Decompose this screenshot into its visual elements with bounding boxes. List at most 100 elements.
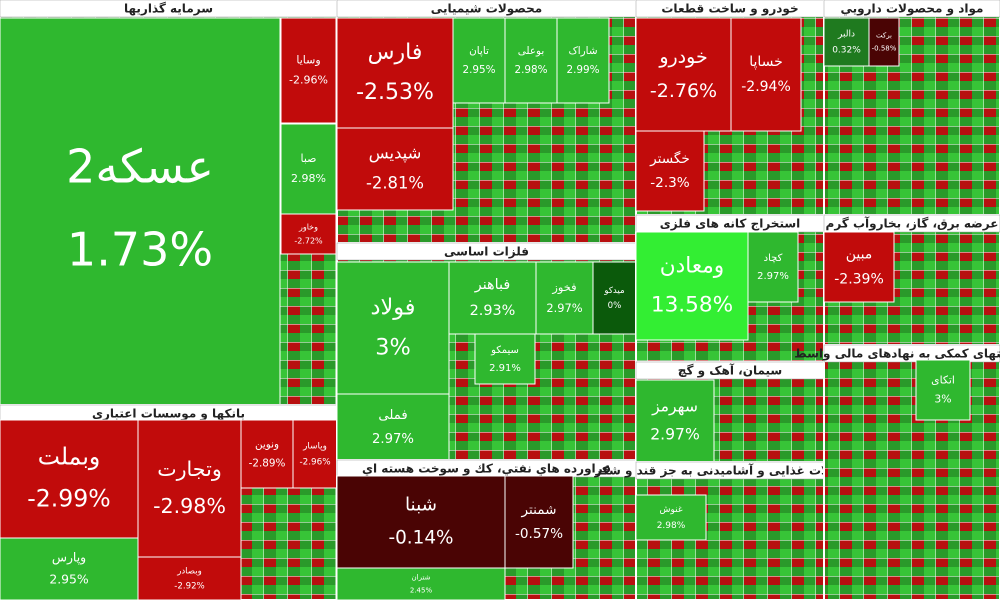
- tile-value-label: 1.73%: [67, 222, 213, 276]
- tile-name: شبنا: [405, 494, 437, 515]
- tile-name: وپارس: [52, 549, 86, 565]
- tile-name: فباهنر: [474, 277, 510, 293]
- tile-value-label: -2.94%: [741, 79, 791, 95]
- tile-name: اتکای: [931, 373, 955, 386]
- tile-name: شپدیس: [369, 144, 422, 164]
- tile: [747, 231, 799, 303]
- tile-name: وبصادر: [176, 566, 202, 576]
- tile: [823, 231, 895, 303]
- tile-name: بركت: [876, 32, 892, 40]
- tile-value-label: 13.58%: [651, 292, 733, 317]
- tile-value-label: -2.76%: [650, 80, 717, 102]
- tile-value-label: 2.98%: [291, 172, 326, 185]
- tile: [336, 17, 454, 129]
- tile-name: خودرو: [658, 46, 707, 68]
- sector-title: سرمایه گذاریها: [124, 2, 213, 16]
- sector-title-bar: [823, 344, 1000, 363]
- tile-name: فولاد: [370, 294, 415, 320]
- tile-value-label: 2.97%: [757, 271, 789, 282]
- tile-value-label: 3%: [375, 335, 411, 361]
- tile-value-label: 2.97%: [546, 301, 582, 315]
- tile: [556, 17, 610, 104]
- tile: [137, 419, 242, 558]
- tile: [0, 17, 281, 406]
- tile-value-label: -2.53%: [356, 80, 434, 105]
- tile: [504, 475, 574, 569]
- tile-value-label: 0%: [608, 301, 622, 311]
- tile: [474, 333, 536, 385]
- tile-name: مبین: [846, 246, 873, 262]
- tile-value-label: 2.95%: [462, 64, 495, 76]
- tile: [0, 537, 139, 600]
- sector-title-bar: [823, 214, 1000, 233]
- tile: [452, 17, 506, 104]
- tile: [868, 17, 900, 67]
- tile-value-label: -0.58%: [872, 44, 897, 52]
- sector-title: خودرو و ساخت قطعات: [661, 2, 798, 17]
- tile: [592, 261, 637, 335]
- tile-name: فخوز: [551, 280, 576, 295]
- tile-name: شتران: [412, 574, 431, 582]
- tile-value-label: -2.92%: [174, 582, 204, 592]
- tile: [535, 261, 594, 335]
- sector-title: بانکها و موسسات اعتباری: [92, 407, 245, 422]
- tile-value-label: -2.72%: [294, 237, 323, 246]
- tile: [280, 17, 337, 124]
- tile: [635, 130, 705, 212]
- sector-title: فراورده هاي نفتي، كك و سوخت هسته اي: [362, 462, 611, 477]
- tile-value-label: 2.98%: [514, 64, 547, 76]
- sector-title: فلزات اساسی: [444, 245, 529, 259]
- tile: [915, 359, 971, 421]
- tile-value-label: 0.32%: [832, 46, 861, 56]
- tile-value-label: 2.97%: [650, 426, 700, 444]
- tile-name: سهرمز: [651, 397, 698, 416]
- tile-name: وخاور: [298, 222, 318, 231]
- tile-name: شمنتر: [521, 502, 557, 518]
- tile-name: بوعلی: [518, 45, 545, 57]
- tile-name: ومعادن: [660, 254, 724, 279]
- sector-title: محصولات شیمیایی: [431, 2, 542, 17]
- sector-title-bar: [823, 0, 1000, 18]
- tile-name: دالبر: [837, 29, 855, 39]
- sector-title: سیمان، آهک و گچ: [678, 363, 782, 379]
- tile-name: صبا: [300, 152, 316, 165]
- tile: [635, 17, 732, 132]
- tile-value-label: 2.91%: [489, 363, 521, 374]
- tile-value-label: 2.97%: [372, 432, 414, 447]
- sector-title: عرضه برق، گاز، بخاروآب گرم: [826, 216, 999, 232]
- tile: [280, 123, 337, 215]
- tile-value-label: -2.99%: [27, 485, 110, 513]
- tile: [336, 261, 450, 395]
- tile-name: عسکه2: [66, 140, 214, 194]
- tile-value-label: -2.96%: [299, 457, 330, 467]
- tile-value-label: 2.93%: [470, 303, 516, 319]
- tile-name: وپاسار: [302, 442, 327, 452]
- tile: [336, 393, 450, 461]
- tile: [336, 127, 454, 211]
- sector-background: [823, 344, 1000, 600]
- tile-value-label: 2.99%: [566, 64, 599, 76]
- tile-name: فارس: [368, 40, 423, 65]
- tile-value-label: -2.39%: [834, 272, 884, 288]
- tile: [504, 17, 558, 104]
- tile-value-label: -0.57%: [515, 526, 563, 542]
- tile-name: تاپان: [469, 45, 489, 57]
- tile: [280, 213, 337, 255]
- tile-value-label: 2.98%: [657, 521, 686, 531]
- tile-name: سیمکو: [490, 345, 519, 356]
- tile-name: شاراک: [568, 45, 597, 57]
- tile: [635, 494, 707, 541]
- sector-title: مواد و محصولات دارويي: [841, 2, 984, 17]
- tile-value-label: -2.98%: [153, 494, 226, 518]
- tile: [292, 419, 338, 489]
- sector-title: فعالیتهای کمکی به نهادهای مالی واسط: [794, 347, 1000, 362]
- tile-value-label: 2.45%: [410, 586, 433, 594]
- tile-name: کچاد: [764, 253, 783, 264]
- sector-title: استخراج کانه های فلزی: [660, 217, 801, 231]
- tile-value-label: 2.95%: [49, 572, 89, 587]
- tile: [448, 261, 537, 335]
- tile: [336, 475, 506, 569]
- tile-name: ونوین: [255, 439, 279, 451]
- tile-name: میدکو: [603, 286, 624, 296]
